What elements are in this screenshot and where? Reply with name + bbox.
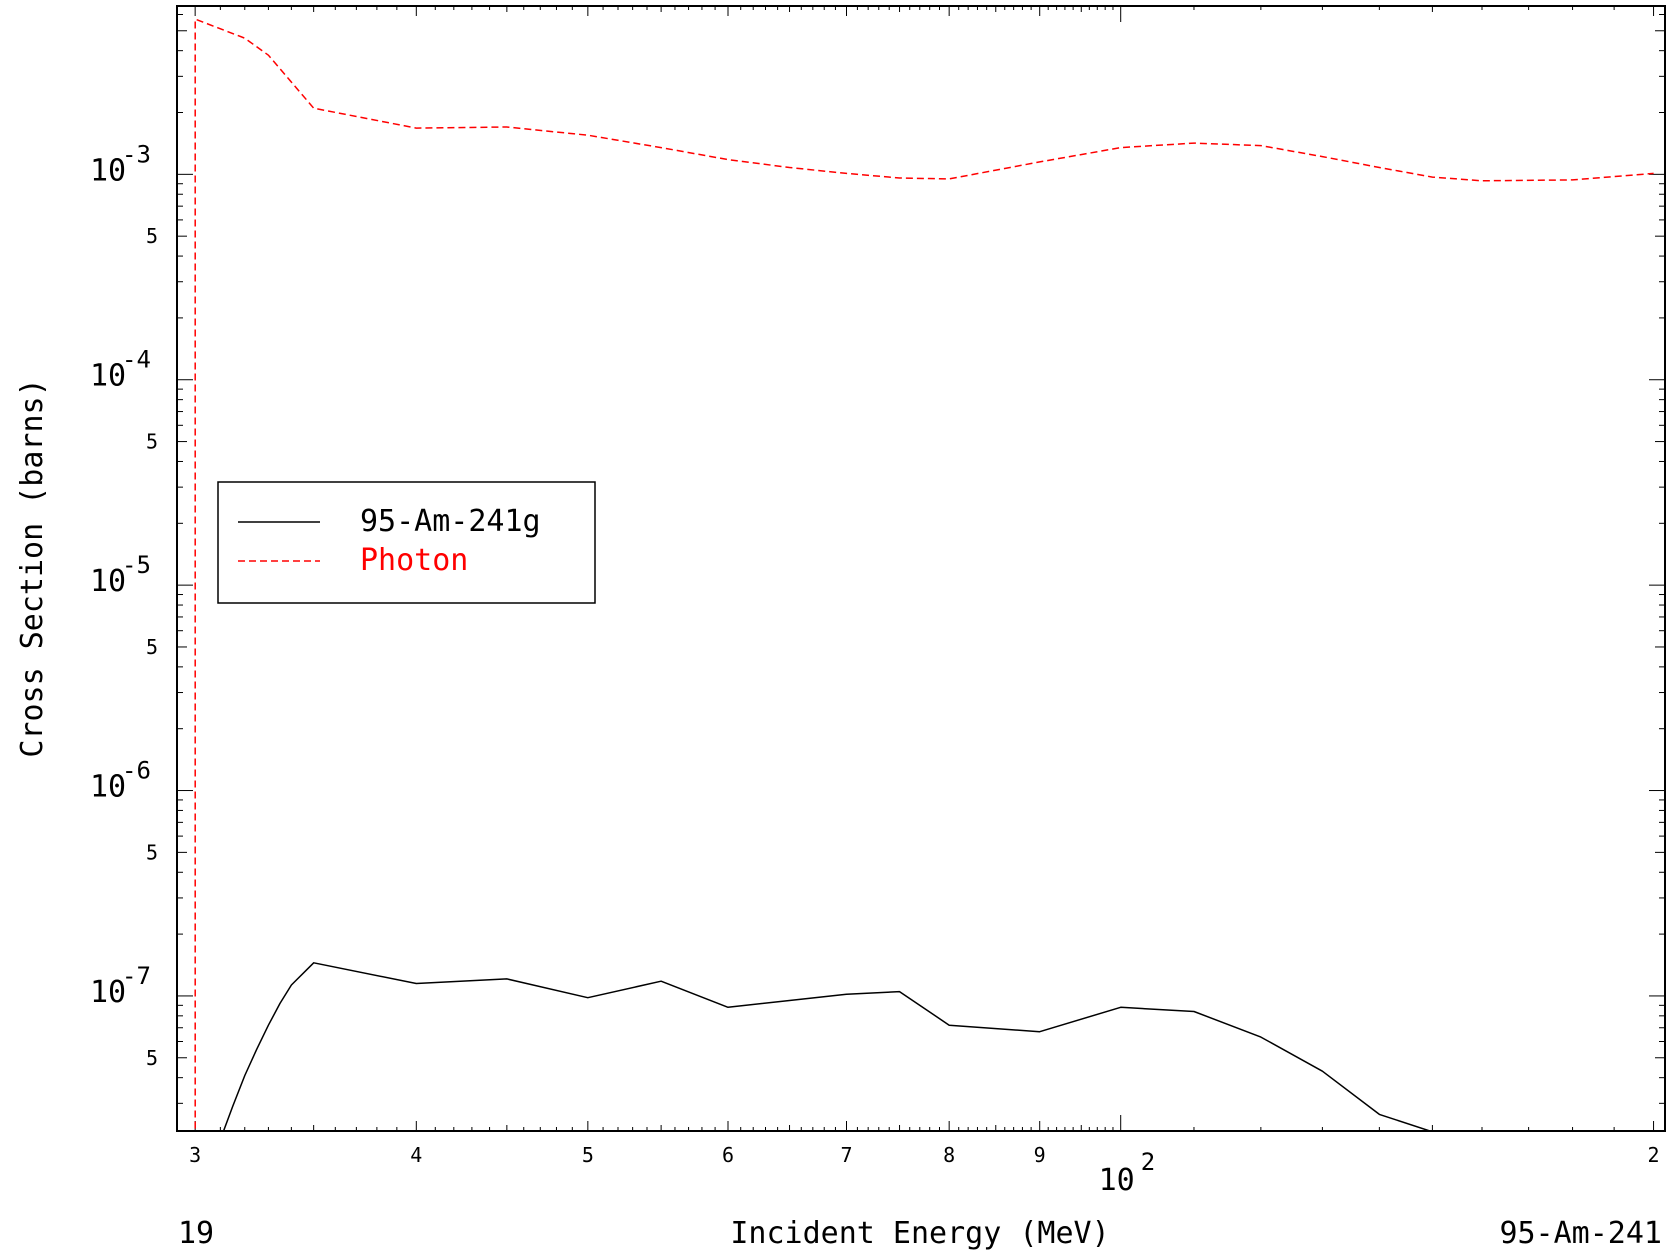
- footer-right-nuclide: 95-Am-241: [1499, 1216, 1662, 1251]
- x-tick-label: 5: [582, 1143, 594, 1167]
- series-layer: [194, 18, 1654, 1131]
- x-tick-label: 9: [1034, 1143, 1046, 1167]
- y-decade-label-base: 10: [90, 359, 126, 394]
- legend-label-photon: Photon: [360, 543, 468, 578]
- y-decade-label-exponent: -3: [122, 140, 151, 168]
- x-decade-label-base: 10: [1099, 1163, 1135, 1198]
- legend-box: [217, 481, 596, 604]
- y-minor-tick-label: 5: [146, 224, 158, 248]
- x-tick-label: 6: [722, 1143, 734, 1167]
- y-minor-tick-label: 5: [146, 635, 158, 659]
- y-decade-label-exponent: -4: [122, 346, 151, 374]
- legend-label-am241g: 95-Am-241g: [360, 504, 541, 539]
- y-axis-label: Cross Section (barns): [15, 378, 50, 757]
- y-decade-label-base: 10: [90, 564, 126, 599]
- x-tick-label: 8: [943, 1143, 955, 1167]
- y-decade-label-exponent: -5: [122, 551, 151, 579]
- x-tick-label: 7: [840, 1143, 852, 1167]
- y-minor-tick-label: 5: [146, 1046, 158, 1070]
- y-decade-label-exponent: -6: [122, 757, 151, 785]
- plot-frame: [176, 5, 1666, 1132]
- x-tick-label: 4: [410, 1143, 422, 1167]
- legend: 95-Am-241g Photon: [217, 481, 596, 604]
- y-decade-label-base: 10: [90, 975, 126, 1010]
- x-decade-label-exponent: 2: [1141, 1148, 1155, 1176]
- series-line-0: [222, 962, 1433, 1131]
- x-tick-label: 3: [189, 1143, 201, 1167]
- y-decade-label-base: 10: [90, 770, 126, 805]
- series-line-1: [194, 18, 1654, 1131]
- y-minor-tick-label: 5: [146, 430, 158, 454]
- footer-left-number: 19: [178, 1216, 214, 1251]
- y-decade-label-base: 10: [90, 153, 126, 188]
- x-axis-label: Incident Energy (MeV): [730, 1216, 1109, 1251]
- y-decade-label-exponent: -7: [122, 962, 151, 990]
- x-tick-label: 2: [1648, 1143, 1660, 1167]
- y-minor-tick-label: 5: [146, 840, 158, 864]
